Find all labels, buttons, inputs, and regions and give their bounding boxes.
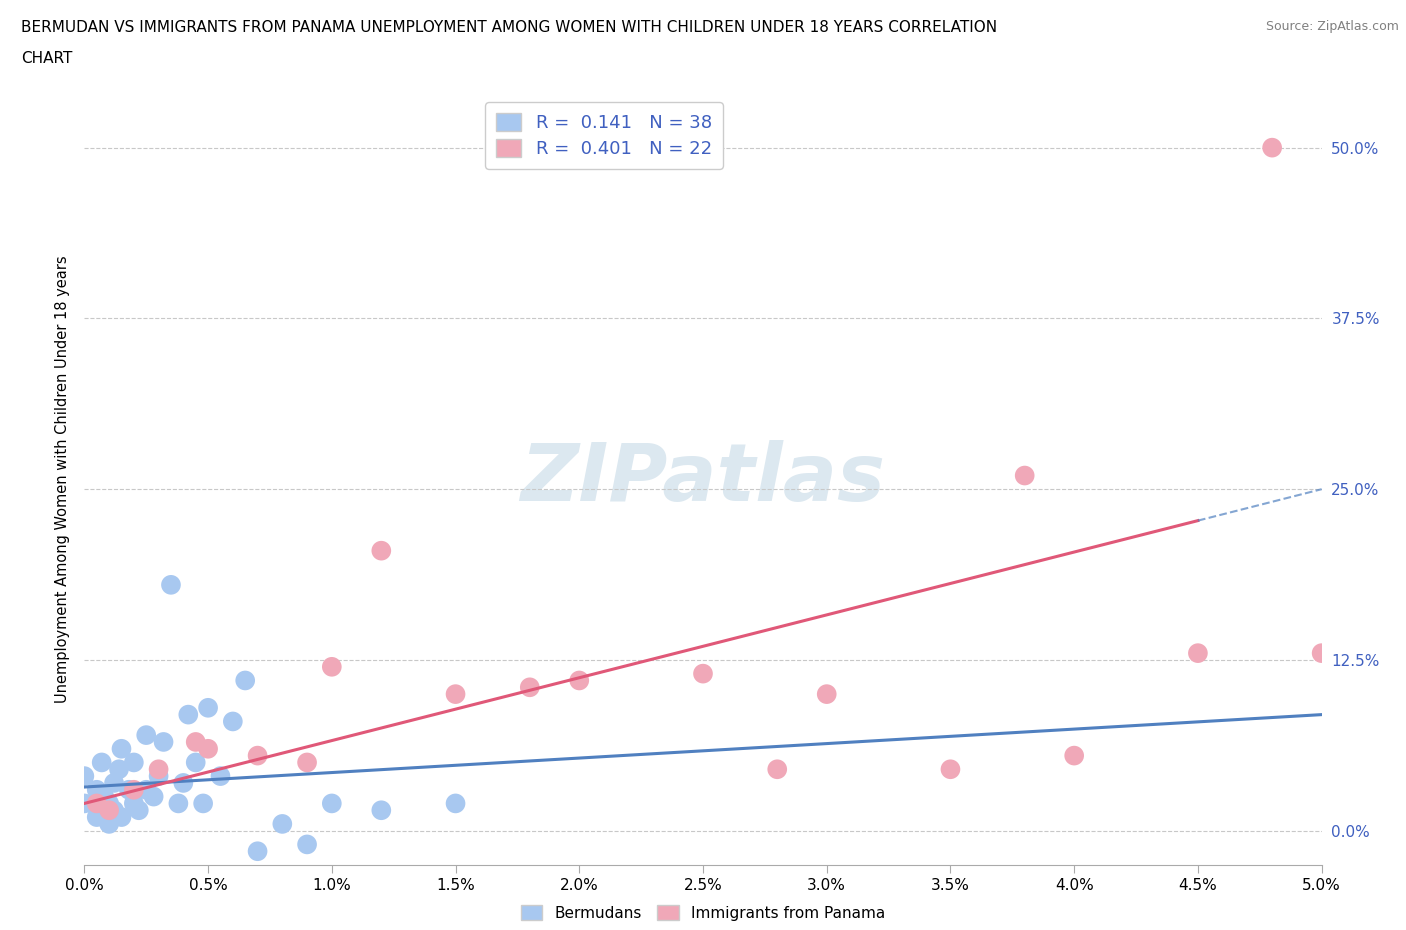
Point [73, 769, 96, 784]
Point [86, 782, 108, 797]
Point [90, 755, 112, 770]
Point [815, 686, 838, 701]
Point [103, 776, 125, 790]
Point [184, 755, 207, 770]
Point [209, 769, 232, 784]
Point [98, 796, 121, 811]
Point [167, 796, 190, 811]
Point [766, 762, 789, 777]
Point [122, 755, 145, 770]
Point [152, 735, 174, 750]
Point [321, 659, 343, 674]
Point [1063, 748, 1085, 763]
Point [222, 714, 245, 729]
Point [177, 707, 200, 722]
Point [197, 700, 219, 715]
Point [692, 666, 714, 681]
Point [246, 748, 269, 763]
Point [86, 796, 108, 811]
Point [135, 782, 157, 797]
Point [108, 762, 131, 777]
Point [122, 782, 145, 797]
Point [93, 790, 115, 804]
Point [246, 844, 269, 858]
Text: ZIPatlas: ZIPatlas [520, 440, 886, 518]
Point [172, 776, 194, 790]
Point [519, 680, 541, 695]
Point [73, 796, 96, 811]
Point [197, 741, 219, 756]
Point [135, 727, 157, 742]
Point [444, 796, 467, 811]
Point [233, 673, 256, 688]
Point [110, 810, 132, 825]
Point [118, 782, 141, 797]
Point [148, 769, 170, 784]
Point [191, 796, 214, 811]
Point [370, 803, 392, 817]
Point [128, 803, 150, 817]
Point [568, 673, 591, 688]
Point [1310, 645, 1333, 660]
Point [103, 803, 125, 817]
Point [1261, 140, 1284, 155]
Point [939, 762, 962, 777]
Point [148, 762, 170, 777]
Point [184, 735, 207, 750]
Point [271, 817, 294, 831]
Y-axis label: Unemployment Among Women with Children Under 18 years: Unemployment Among Women with Children U… [55, 255, 70, 703]
Point [321, 796, 343, 811]
Point [98, 817, 121, 831]
Text: Source: ZipAtlas.com: Source: ZipAtlas.com [1265, 20, 1399, 33]
Point [142, 790, 165, 804]
Text: BERMUDAN VS IMMIGRANTS FROM PANAMA UNEMPLOYMENT AMONG WOMEN WITH CHILDREN UNDER : BERMUDAN VS IMMIGRANTS FROM PANAMA UNEMP… [21, 20, 997, 35]
Point [1187, 645, 1209, 660]
Legend: Bermudans, Immigrants from Panama: Bermudans, Immigrants from Panama [515, 898, 891, 926]
Text: CHART: CHART [21, 51, 73, 66]
Point [98, 803, 121, 817]
Point [122, 796, 145, 811]
Point [110, 741, 132, 756]
Point [1014, 468, 1036, 483]
Point [295, 755, 318, 770]
Point [86, 810, 108, 825]
Point [295, 837, 318, 852]
Point [370, 543, 392, 558]
Point [444, 686, 467, 701]
Point [160, 578, 183, 592]
